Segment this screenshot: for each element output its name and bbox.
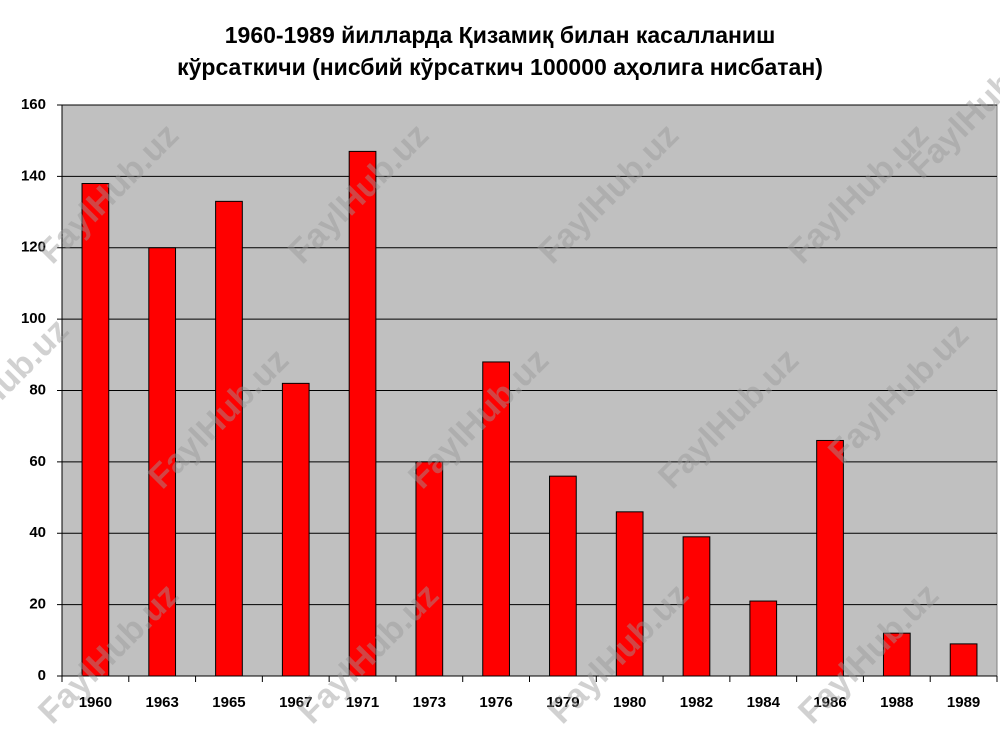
y-tick-label: 40: [29, 524, 46, 541]
x-tick-label: 1965: [212, 694, 245, 711]
y-tick-label: 120: [21, 239, 46, 256]
bar: [215, 200, 243, 677]
x-tick-label: 1979: [546, 694, 579, 711]
y-tick-label: 60: [29, 453, 46, 470]
y-tick-label: 100: [21, 310, 46, 327]
y-tick-label: 160: [21, 96, 46, 113]
x-tick-label: 1960: [79, 694, 112, 711]
y-tick-label: 80: [29, 381, 46, 398]
x-tick-label: 1976: [479, 694, 512, 711]
bar: [549, 475, 577, 677]
bar: [81, 183, 110, 677]
x-tick-label: 1984: [747, 694, 781, 711]
bar: [415, 461, 444, 677]
bar: [281, 382, 310, 677]
chart-title: кўрсаткичи (нисбий кўрсаткич 100000 аҳол…: [177, 54, 823, 80]
bar: [682, 536, 711, 677]
bar: [816, 439, 844, 677]
bar: [148, 247, 177, 677]
y-tick-label: 0: [38, 667, 46, 684]
y-tick-label: 140: [21, 167, 46, 184]
x-tick-label: 1973: [413, 694, 446, 711]
bar: [615, 511, 644, 677]
bar: [348, 150, 377, 677]
bar: [882, 632, 911, 677]
x-tick-label: 1967: [279, 694, 312, 711]
x-tick-label: 1971: [346, 694, 379, 711]
chart-title: 1960-1989 йилларда Қизамиқ билан касалла…: [225, 22, 776, 48]
x-tick-label: 1988: [880, 694, 913, 711]
x-tick-label: 1982: [680, 694, 713, 711]
y-tick-label: 20: [29, 596, 46, 613]
x-tick-label: 1986: [813, 694, 846, 711]
bar: [949, 643, 978, 677]
bar: [749, 600, 778, 677]
x-tick-label: 1989: [947, 694, 980, 711]
x-tick-label: 1963: [145, 694, 178, 711]
bar: [482, 361, 510, 677]
x-tick-label: 1980: [613, 694, 646, 711]
